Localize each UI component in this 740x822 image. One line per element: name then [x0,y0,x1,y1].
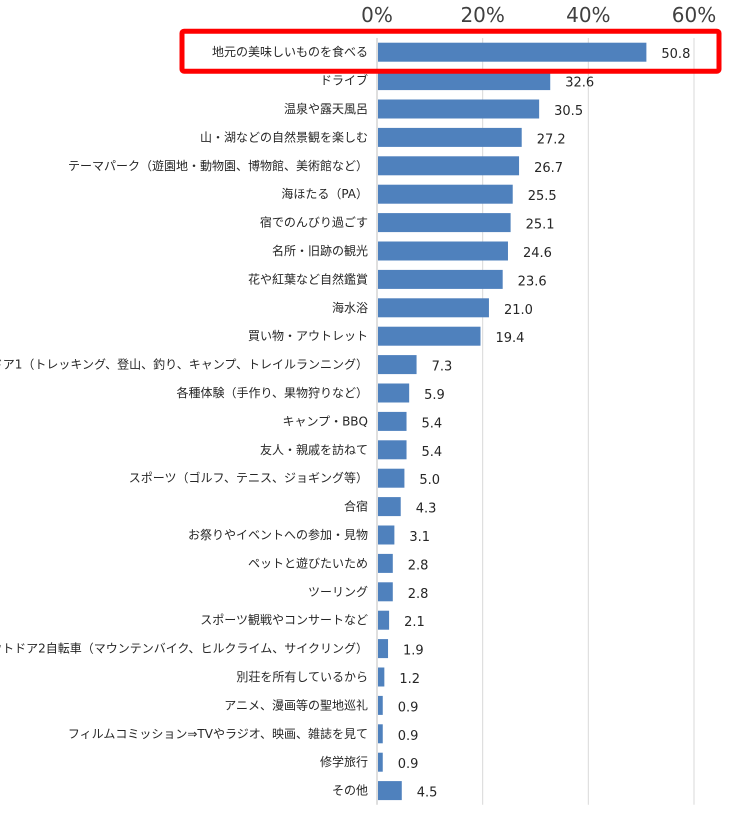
data-label: 5.9 [424,388,445,403]
category-label: ペットと遊びたいため [248,555,368,570]
category-label: その他 [332,784,368,798]
category-label: 山・湖などの自然景観を楽しむ [200,129,368,144]
bar [378,639,389,659]
data-label: 4.3 [416,502,437,517]
category-label: スポーツ（ゴルフ、テニス、ジョギング等） [129,470,368,485]
data-label: 2.1 [404,615,425,630]
category-label: スポーツ観戦やコンサートなど [200,613,368,627]
bar [378,667,385,687]
bar [378,269,503,289]
data-label: 2.8 [408,587,429,602]
bar [378,71,551,91]
x-tick-label: 60% [672,3,716,27]
data-label: 0.9 [398,729,419,744]
category-label: ツーリング [308,585,368,599]
bar [378,695,383,715]
x-tick-label: 40% [566,3,610,27]
category-label: 友人・親戚を訪ねて [260,442,368,457]
bar [378,298,489,318]
data-label: 2.8 [408,558,429,573]
category-label: アニメ、漫画等の聖地巡礼 [224,697,368,712]
data-label: 25.1 [526,218,555,233]
bar [378,42,647,62]
data-label: 1.9 [403,644,424,659]
bar [378,582,393,602]
data-label: 32.6 [565,76,594,91]
bar [378,724,383,744]
x-tick-label: 20% [460,3,504,27]
category-label: お祭りやイベントへの参加・見物 [188,527,368,542]
data-label: 0.9 [398,700,419,715]
category-label: 別荘を所有しているから [236,670,368,684]
data-label: 5.4 [422,416,443,431]
data-label: 25.5 [528,189,557,204]
category-label: フィルムコミッション⇒TVやラジオ、映画、雑誌を見て [68,726,368,741]
data-label: 1.2 [399,672,420,687]
data-label: 26.7 [534,161,563,176]
data-label: 50.8 [661,47,690,62]
bar [378,752,383,772]
data-label: 0.9 [398,757,419,772]
bar [378,213,511,233]
category-label: アウトドア1（トレッキング、登山、釣り、キャンプ、トレイルランニング） [0,357,368,372]
bar [378,497,401,517]
bar [378,241,508,261]
category-label: 花や紅葉など自然鑑賞 [248,271,368,286]
bar [378,355,417,375]
bar [378,383,410,403]
category-label: ドライブ [320,73,368,88]
data-label: 19.4 [495,331,524,346]
category-label: アウトドア2自転車（マウンテンバイク、ヒルクライム、サイクリング） [0,642,368,656]
data-label: 24.6 [523,246,552,261]
bar [378,440,407,460]
data-label: 5.0 [419,473,440,488]
category-label: 海水浴 [332,300,368,315]
x-tick-label: 0% [361,3,393,27]
category-label: 地元の美味しいものを食べる [212,44,368,59]
bar [378,781,402,801]
data-label: 30.5 [554,104,583,119]
bar [378,99,540,119]
bar [378,326,481,346]
category-label: 海ほたる（PA） [281,186,368,201]
bar [378,411,407,431]
bar [378,184,513,204]
data-label: 23.6 [518,274,547,289]
category-label: 合宿 [344,499,368,514]
category-label: 修学旅行 [320,754,368,769]
category-label: キャンプ・BBQ [282,414,368,428]
category-label: 宿でのんびり過ごす [260,215,368,230]
data-label: 27.2 [537,132,566,147]
bar [378,525,395,545]
category-label: 名所・旧跡の観光 [272,243,368,258]
bar [378,127,522,147]
bar [378,468,405,488]
bar [378,553,393,573]
data-label: 21.0 [504,303,533,318]
data-label: 4.5 [417,786,438,801]
highlight-frame [179,28,722,74]
data-label: 5.4 [422,445,443,460]
bar [378,610,390,630]
category-label: 各種体験（手作り、果物狩りなど） [176,385,368,400]
data-label: 3.1 [409,530,430,545]
category-label: 買い物・アウトレット [248,329,368,343]
category-label: テーマパーク（遊園地・動物園、博物館、美術館など） [68,158,368,173]
data-label: 7.3 [432,360,453,375]
category-label: 温泉や露天風呂 [284,102,368,116]
bar [378,156,520,176]
